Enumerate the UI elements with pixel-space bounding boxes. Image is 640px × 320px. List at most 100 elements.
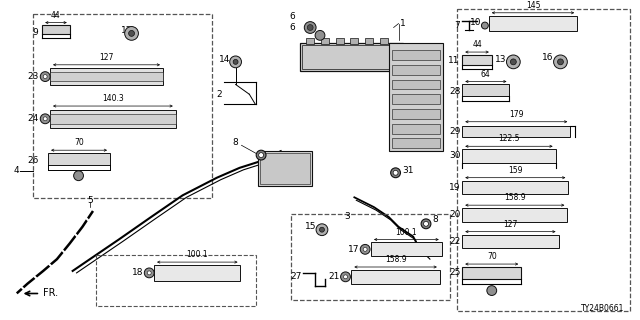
Circle shape [40,72,50,82]
Bar [392,94,440,104]
Text: 20: 20 [449,211,460,220]
Text: 127: 127 [99,53,114,62]
Text: 4: 4 [14,166,19,175]
Bar [462,126,570,138]
Circle shape [40,114,50,124]
Bar [462,84,509,96]
Bar [307,38,314,44]
Text: 2: 2 [216,90,222,99]
Bar [48,153,110,165]
Circle shape [363,247,367,251]
Bar [336,38,344,44]
Circle shape [390,168,401,178]
Circle shape [481,22,488,29]
Bar [154,265,241,281]
Text: 15: 15 [305,222,316,231]
Bar [351,270,440,284]
Text: 179: 179 [509,110,524,119]
Bar [392,109,440,119]
Text: 145: 145 [525,1,540,10]
Text: 5: 5 [88,196,93,205]
Text: 8: 8 [233,138,239,147]
Text: 23: 23 [27,72,38,81]
Bar [392,80,440,89]
Text: 64: 64 [481,69,491,78]
Text: 17: 17 [348,245,359,254]
Text: 122.5: 122.5 [498,134,520,143]
Circle shape [129,30,134,36]
Circle shape [315,30,325,40]
Bar [462,267,521,279]
Bar [462,149,556,163]
Bar [96,255,256,306]
Text: 70: 70 [487,252,497,261]
Text: 28: 28 [449,87,460,96]
Circle shape [144,268,154,278]
Text: TY24B0661: TY24B0661 [581,304,624,313]
Text: 14: 14 [220,55,230,64]
Text: 24: 24 [27,114,38,123]
Text: 9: 9 [33,28,38,37]
Bar [380,38,388,44]
Text: 44: 44 [51,11,61,20]
Bar [462,55,492,65]
Bar [42,25,70,34]
Circle shape [256,150,266,160]
Circle shape [125,27,138,40]
Text: 16: 16 [542,53,554,62]
Circle shape [424,221,428,226]
Bar [291,214,449,300]
Text: FR.: FR. [44,289,58,299]
Circle shape [233,60,238,64]
Circle shape [421,219,431,229]
Text: 127: 127 [503,220,518,229]
Text: 25: 25 [449,268,460,277]
Text: 11: 11 [448,56,460,65]
Circle shape [360,244,370,254]
Text: 10: 10 [470,18,481,27]
Bar [462,235,559,248]
Text: 22: 22 [449,237,460,246]
Bar [462,208,567,222]
Text: 100.1: 100.1 [186,250,208,259]
Bar [258,151,312,186]
Circle shape [44,117,47,121]
Text: 30: 30 [449,151,460,160]
Text: 158.9: 158.9 [385,255,406,264]
Bar [392,139,440,148]
Circle shape [511,59,516,65]
Bar [388,43,443,151]
Bar [392,65,440,75]
Circle shape [506,55,520,69]
Text: 29: 29 [449,127,460,136]
Circle shape [319,227,324,232]
Bar [33,14,212,198]
Circle shape [316,224,328,236]
Circle shape [147,271,151,275]
Bar [321,38,329,44]
Text: 3: 3 [344,212,350,221]
Bar [50,72,163,82]
Circle shape [554,55,567,69]
Circle shape [307,25,313,30]
Circle shape [557,59,563,65]
Text: 100.1: 100.1 [396,228,417,236]
Bar [489,16,577,31]
Text: 140.3: 140.3 [102,94,124,103]
Text: 31: 31 [403,166,414,175]
Bar [458,9,630,311]
Bar [50,114,176,124]
Bar [462,180,568,194]
Circle shape [259,153,264,157]
Text: 8: 8 [433,215,438,224]
Text: 27: 27 [290,272,301,281]
Text: 21: 21 [328,272,340,281]
Circle shape [230,56,241,68]
Text: 6: 6 [290,12,296,21]
Bar [260,153,310,184]
Text: 18: 18 [132,268,143,277]
Bar [300,43,403,71]
Text: 1: 1 [399,19,405,28]
Text: 13: 13 [495,55,506,64]
Text: 44: 44 [472,40,482,49]
